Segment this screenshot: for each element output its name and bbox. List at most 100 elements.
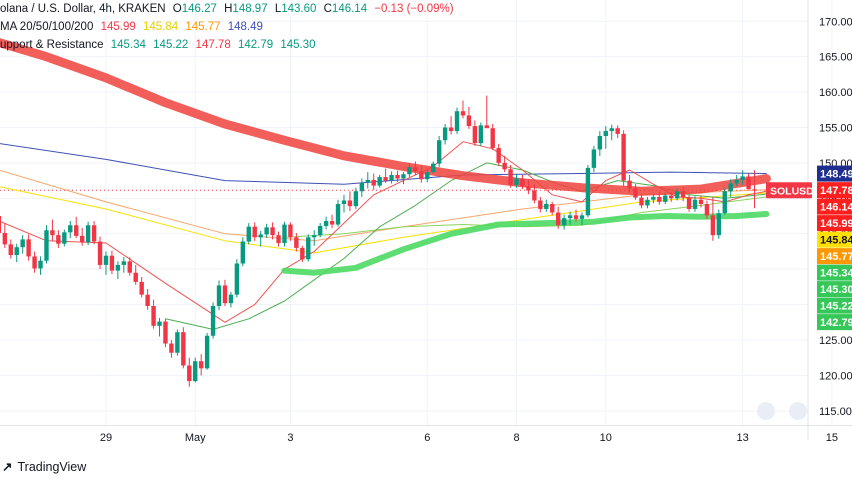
time-tick-label: May (185, 432, 206, 444)
candle-down (252, 226, 257, 238)
candle-down (484, 125, 489, 129)
candle-down (472, 126, 478, 144)
candle-down (32, 256, 37, 269)
candle-up (514, 178, 519, 185)
candle-up (175, 332, 180, 353)
legend-sr-2: 145.22 (153, 39, 189, 51)
candle-up (722, 191, 727, 214)
symbol-tag (766, 182, 812, 199)
time-tick-label: 8 (513, 432, 519, 444)
candle-down (91, 225, 97, 242)
time-tick-label: 10 (600, 432, 612, 444)
candle-up (579, 215, 585, 219)
candle-down (704, 204, 710, 216)
candle-down (448, 127, 454, 132)
candle-down (550, 204, 555, 213)
candle-up (645, 199, 650, 206)
candle-down (294, 237, 299, 248)
legend-sr-5: 145.30 (280, 39, 316, 51)
price-label-text: 148.49 (820, 169, 852, 181)
candle-down (657, 196, 662, 202)
price-label-text: 145.34 (820, 268, 852, 280)
candle-down (0, 216, 2, 234)
candle-up (603, 131, 608, 136)
legend-change: −0.13 (−0.09%) (374, 3, 454, 15)
candle-up (193, 361, 198, 382)
candle-down (2, 233, 8, 245)
candle-down (300, 247, 305, 260)
candle-down (181, 332, 186, 366)
price-label-box (817, 215, 852, 232)
price-tick-label: 165.00 (819, 52, 852, 64)
candle-down (133, 272, 138, 282)
price-label-box (817, 297, 852, 314)
candle-down (97, 241, 103, 265)
candle-up (377, 177, 382, 186)
candle-up (561, 218, 567, 226)
support-band-line (281, 211, 770, 276)
price-tick-label: 115.00 (819, 406, 852, 418)
price-tick-label: 155.00 (819, 123, 852, 135)
candle-down (56, 235, 61, 244)
candle-up (478, 125, 484, 144)
candle-down (526, 186, 531, 191)
time-tick-label: 6 (424, 432, 430, 444)
candle-up (240, 241, 246, 264)
candle-down (669, 195, 674, 199)
candle-down (615, 128, 620, 134)
candle-down (555, 212, 561, 226)
candle-up (121, 261, 127, 265)
candle-up (14, 247, 19, 255)
candle-down (26, 239, 31, 257)
candle-down (395, 174, 400, 179)
candle-down (151, 306, 156, 326)
candle-down (79, 235, 85, 243)
candle-down (419, 171, 424, 180)
time-axis: 29 May 3 6 8 10 13 15 (100, 432, 838, 444)
candle-up (728, 183, 733, 192)
candle-down (680, 191, 686, 198)
price-label-text: 142.79 (820, 317, 852, 329)
candle-up (734, 179, 739, 184)
candle-down (371, 179, 376, 186)
candle-up (282, 224, 287, 243)
candle-up (651, 196, 656, 200)
symbol-event-icon[interactable] (757, 402, 775, 420)
legend-symbol-title: olana / U.S. Dollar, 4h, KRAKEN (0, 3, 166, 15)
ma200-band-line (0, 38, 771, 196)
candle-down (621, 133, 626, 181)
candle-up (740, 176, 745, 180)
candle-up (609, 128, 614, 132)
us-flag-icon[interactable] (789, 402, 807, 420)
price-label-box (817, 314, 852, 331)
price-tick-label: 120.00 (819, 370, 852, 382)
candle-down (686, 197, 692, 209)
candle-up (674, 191, 680, 199)
candle-up (234, 263, 240, 295)
price-label-box (817, 231, 852, 248)
candle-down (74, 225, 79, 236)
price-label-text: 145.30 (820, 284, 852, 296)
candle-down (627, 180, 632, 189)
price-label-box (817, 248, 852, 265)
candle-down (145, 294, 150, 306)
price-label-box (817, 281, 852, 298)
price-tick-label: 160.00 (819, 87, 852, 99)
legend-open: 146.27 (181, 3, 217, 15)
candle-down (288, 224, 293, 238)
candle-down (169, 343, 174, 353)
candle-up (425, 172, 430, 180)
legend-ma20: 145.99 (100, 21, 136, 33)
candle-up (216, 285, 222, 306)
candle-down (496, 148, 501, 163)
candle-down (347, 200, 353, 207)
candle-up (401, 174, 406, 179)
candle-down (139, 281, 144, 295)
price-label-text: 147.78 (820, 185, 852, 197)
price-label-text: 145.77 (820, 251, 852, 263)
candle-down (698, 199, 704, 204)
candle-down (502, 162, 507, 170)
legend-ma-label: MA 20/50/100/200 (0, 21, 94, 33)
candle-up (692, 199, 698, 209)
